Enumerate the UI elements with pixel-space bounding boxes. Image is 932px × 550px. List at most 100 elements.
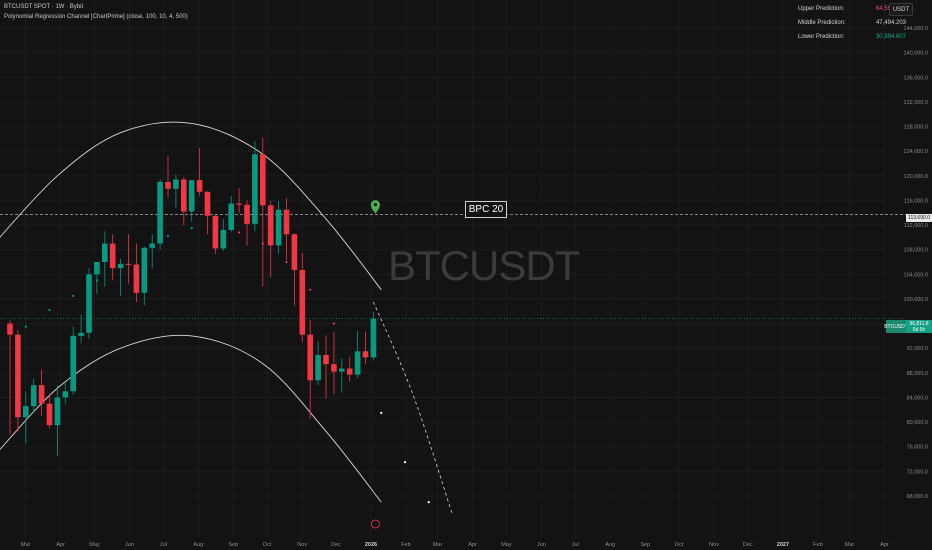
y-tick-label: 88,000.0 <box>907 371 928 377</box>
candle-body <box>362 351 369 358</box>
candle-body <box>149 243 155 248</box>
candle-body <box>38 385 45 404</box>
pin-hole <box>373 202 377 207</box>
y-tick-label: 132,000.0 <box>904 100 928 106</box>
upper-channel-line <box>0 121 382 290</box>
y-tick-label: 144,000.0 <box>904 26 928 32</box>
y-tick-label: 104,000.0 <box>904 272 928 278</box>
trail-dot <box>238 231 241 234</box>
x-tick-label: Dec <box>331 542 341 548</box>
x-tick-label: Oct <box>675 542 684 548</box>
candle-body <box>70 335 76 392</box>
x-tick-label: 2026 <box>365 542 377 548</box>
x-tick-label: Oct <box>263 542 272 548</box>
y-tick-label: 80,000.0 <box>907 420 928 426</box>
y-tick-label: 92,000.0 <box>907 346 928 352</box>
y-tick-label: 140,000.0 <box>904 51 928 57</box>
y-tick-label: 112,000.0 <box>904 223 928 229</box>
x-tick-label: Apr <box>880 542 889 548</box>
candle-body <box>204 191 211 216</box>
candle-body <box>15 334 21 418</box>
candle-body <box>30 385 37 407</box>
candle-body <box>339 368 345 372</box>
x-tick-label: Nov <box>297 542 307 548</box>
candle-body <box>346 368 353 375</box>
x-tick-label: Aug <box>605 542 615 548</box>
symbol-header: BTCUSDT SPOT · 1W · Bybit <box>4 4 84 10</box>
last-price-countdown: 6d 5h <box>912 326 926 333</box>
candle-body <box>46 403 53 426</box>
middle-prediction: Middle Prediction: 47,494.203 <box>798 20 906 26</box>
candle-body <box>94 262 100 275</box>
candle-body <box>315 354 321 381</box>
y-tick-label: 116,000.0 <box>904 198 928 204</box>
trail-dot <box>332 322 335 325</box>
candle-body <box>141 247 148 293</box>
y-tick-label: 76,000.0 <box>907 445 928 451</box>
candle-body <box>62 391 69 398</box>
x-tick-label: Aug <box>193 542 203 548</box>
projection-line <box>373 301 453 515</box>
candle-body <box>283 209 290 235</box>
candle-body <box>291 234 298 271</box>
candle-body <box>354 351 361 375</box>
y-tick-label: 72,000.0 <box>907 469 928 475</box>
x-tick-label: May <box>89 542 100 548</box>
candle-body <box>165 181 171 189</box>
x-tick-label: Apr <box>468 542 477 548</box>
annotation-box[interactable]: BPC 20 <box>465 201 507 218</box>
trail-dot <box>24 325 27 328</box>
candle-body <box>102 243 108 262</box>
x-tick-label: Jul <box>572 542 579 548</box>
upper-prediction-label: Upper Prediction: <box>798 6 845 12</box>
trail-dot <box>403 461 407 464</box>
candle-body <box>188 180 195 212</box>
marker-layer <box>370 200 380 529</box>
x-tick-label: Mar <box>433 542 443 548</box>
price-axis[interactable]: 144,000.0 140,000.0 136,000.0 132,000.0 128,… <box>904 26 928 500</box>
candle-body <box>267 205 274 246</box>
x-tick-label: Nov <box>709 542 719 548</box>
lower-prediction-value: 30,394.607 <box>875 34 906 40</box>
y-tick-label: 136,000.0 <box>904 75 928 81</box>
candle-body <box>331 364 337 372</box>
trail-dot <box>72 294 75 297</box>
y-tick-label: 108,000.0 <box>904 248 928 254</box>
candle-body <box>173 179 179 189</box>
trail-dot <box>427 501 430 504</box>
candle-body <box>323 354 329 365</box>
candle-body <box>236 203 242 205</box>
currency-button[interactable]: USDT <box>889 3 913 16</box>
x-tick-label: Jul <box>160 542 167 548</box>
candle-body <box>78 332 84 336</box>
time-axis[interactable]: Mar Apr May Jun Jul Aug Sep Oct Nov Dec 2026 Feb Mar… <box>21 542 889 548</box>
marker-price-label: 113,690.0 <box>906 214 932 222</box>
candle-body <box>181 179 187 212</box>
candles-layer <box>7 137 377 456</box>
trail-dot <box>309 288 312 291</box>
x-tick-label: Sep <box>640 542 650 548</box>
candle-body <box>275 209 282 246</box>
trail-dot <box>285 260 288 264</box>
candle-body <box>244 204 250 224</box>
location-pin-icon <box>370 200 380 214</box>
candle-body <box>220 229 227 249</box>
symbol-watermark: BTCUSDT <box>388 242 580 289</box>
middle-prediction-label: Middle Prediction: <box>798 20 846 26</box>
candle-body <box>370 318 377 358</box>
candle-body <box>7 323 13 335</box>
candle-body <box>228 203 234 230</box>
candle-body <box>23 406 29 418</box>
trail-dot <box>190 227 193 230</box>
candle-body <box>307 334 313 381</box>
x-tick-label: Jun <box>537 542 546 548</box>
trail-dot <box>166 235 170 238</box>
trail-dot <box>48 308 51 312</box>
x-tick-label: May <box>501 542 512 548</box>
candle-body <box>157 181 163 244</box>
last-price-label: 96,811.8 6d 5h <box>906 320 932 333</box>
trail-dot <box>380 411 383 414</box>
x-tick-label: Feb <box>813 542 822 548</box>
y-tick-label: 128,000.0 <box>904 125 928 131</box>
